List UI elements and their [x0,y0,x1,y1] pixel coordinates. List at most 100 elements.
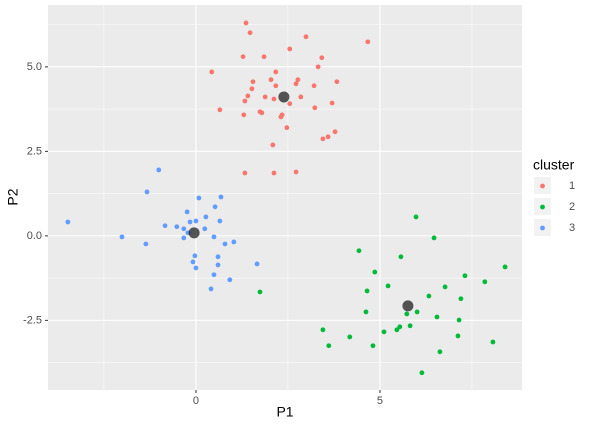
y-tick-label: -2.5 [23,314,42,326]
point [458,296,464,302]
point [144,189,150,195]
point [363,309,369,315]
point [347,334,353,340]
points [65,20,508,376]
point [271,170,277,176]
point [397,324,403,330]
x-tick-label: 0 [193,395,199,407]
point [211,234,217,240]
y-tick-label: 5.0 [27,61,42,73]
legend-label: 1 [569,180,575,192]
point [181,226,187,232]
point [273,83,279,89]
point [320,136,326,142]
point [394,327,400,333]
point [273,69,279,75]
point [193,265,199,271]
point [279,112,285,118]
point [372,269,378,275]
point [431,235,437,241]
point [270,142,276,148]
point [490,339,496,345]
point [174,224,180,230]
point [243,20,249,26]
point [413,214,419,220]
point [203,214,209,220]
point [65,219,71,225]
point [119,234,125,240]
legend-marker [540,204,545,210]
point [303,34,309,40]
point [215,254,221,260]
point [455,333,461,339]
point [196,195,202,201]
point [209,69,215,75]
point [456,317,462,323]
point [184,209,190,215]
point [217,218,223,224]
point [262,94,268,100]
point [202,226,208,232]
point [241,112,247,118]
point [187,219,193,225]
point [212,204,218,210]
point [364,288,370,294]
point [271,96,277,102]
center [402,300,414,312]
legend-marker [540,183,545,189]
point [298,94,304,100]
point [437,349,443,355]
legend-label: 2 [569,201,575,213]
point [381,329,387,335]
point [181,235,187,241]
point [315,64,321,70]
panel [48,5,522,390]
y-axis-label: P2 [5,188,21,205]
point [222,241,228,247]
legend-marker [540,225,545,231]
point [434,314,440,320]
point [268,77,274,83]
point [247,30,253,36]
point [284,125,290,131]
point [398,254,404,260]
point [295,77,301,83]
point [192,253,198,259]
point [414,309,420,315]
point [218,194,224,200]
point [162,223,168,229]
point [319,55,325,61]
point [404,311,410,317]
point [143,241,149,247]
legend-label: 3 [569,222,575,234]
point [254,261,260,267]
point [261,54,267,60]
point [329,100,335,106]
point [325,134,331,140]
point [287,46,293,52]
point [370,343,376,349]
legend-title: cluster [533,157,575,173]
point [385,283,391,289]
x-tick-label: 5 [377,395,383,407]
point [419,370,425,376]
point [193,218,199,224]
center [188,227,200,239]
point [240,54,246,60]
point [249,86,255,92]
point [502,264,508,270]
point [208,286,214,292]
point [156,167,162,173]
point [365,39,371,45]
point [332,129,338,135]
point [245,93,251,99]
point [320,327,326,333]
point [311,83,317,89]
point [287,101,293,107]
point [326,343,332,349]
point [442,284,448,290]
point [293,81,299,87]
point [462,273,468,279]
y-tick-label: 0.0 [27,230,42,242]
